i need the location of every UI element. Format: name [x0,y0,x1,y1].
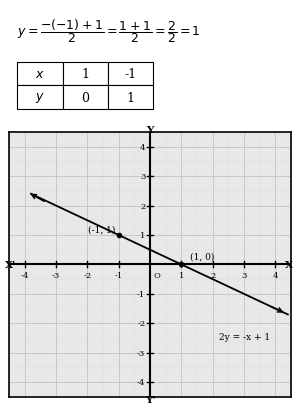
Text: 1: 1 [81,68,89,81]
Text: -4: -4 [137,378,145,386]
Text: 2: 2 [140,202,145,210]
Text: -1: -1 [137,290,145,298]
Bar [108,86,153,109]
Text: 1: 1 [140,231,145,239]
Text: O: O [154,271,160,279]
Bar [63,63,108,86]
Bar [63,86,108,109]
Text: X: X [285,260,293,269]
Bar [108,63,153,86]
Text: 0: 0 [81,91,89,104]
Text: -1: -1 [124,68,136,81]
Text: 1: 1 [126,91,134,104]
Text: $\mathit{x}$: $\mathit{x}$ [35,68,45,81]
Text: Y: Y [146,126,154,135]
Text: -2: -2 [83,271,92,279]
Text: -1: -1 [115,271,123,279]
Text: 3: 3 [241,271,247,279]
Text: X': X' [5,260,16,269]
Text: (-1, 1): (-1, 1) [88,225,115,234]
Bar [17,86,63,109]
Text: 2y = -x + 1: 2y = -x + 1 [219,333,270,341]
Text: -3: -3 [52,271,60,279]
Text: $\mathit{y}$: $\mathit{y}$ [35,91,45,105]
Text: 4: 4 [273,271,278,279]
Text: 4: 4 [140,143,145,151]
Bar [17,63,63,86]
Text: -2: -2 [137,320,145,328]
Text: 2: 2 [210,271,215,279]
Text: 1: 1 [178,271,184,279]
Text: -3: -3 [137,349,145,357]
Text: -4: -4 [20,271,29,279]
Text: Y': Y' [145,394,155,403]
Text: 3: 3 [140,173,145,181]
Text: $y = \dfrac{-(-1)+1}{2} = \dfrac{1+1}{2} = \dfrac{2}{2} = 1$: $y = \dfrac{-(-1)+1}{2} = \dfrac{1+1}{2}… [17,17,201,45]
Text: (1, 0): (1, 0) [190,252,214,261]
